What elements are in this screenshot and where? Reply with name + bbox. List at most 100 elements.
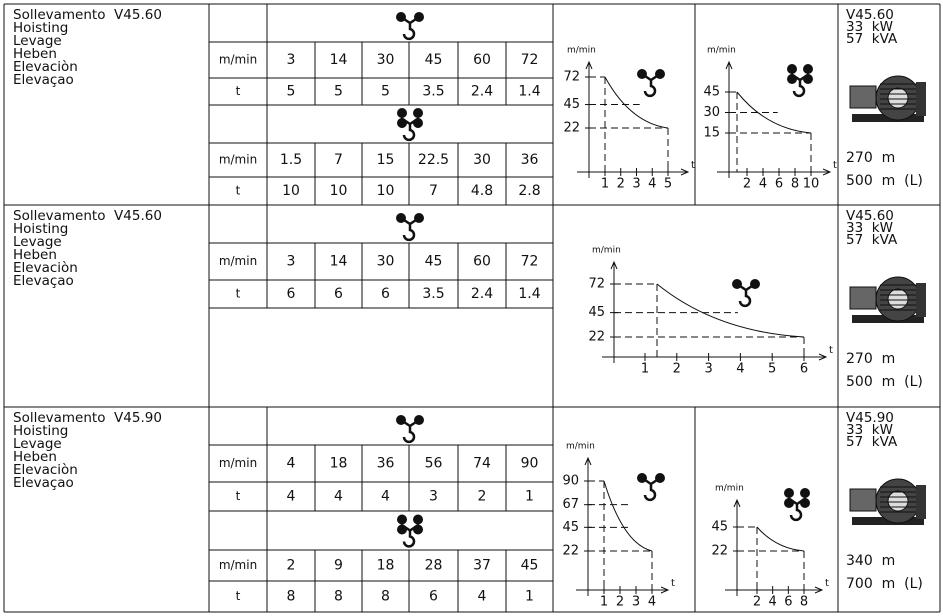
spec-line: 33 kW [846, 422, 893, 438]
axis-arrow [818, 353, 828, 361]
y-tick-label: 45 [562, 520, 579, 535]
hook [790, 72, 810, 98]
x-unit: t [671, 578, 675, 589]
x-tick-label: 8 [791, 177, 799, 192]
speed-value: 45 [425, 52, 443, 68]
product-name: Heben [13, 46, 57, 62]
hook [400, 523, 420, 548]
speed-value: 30 [377, 52, 395, 68]
load-label: t [236, 287, 241, 301]
speed-value: 30 [377, 254, 395, 270]
load-value: 10 [330, 183, 348, 199]
speed-value: 14 [330, 52, 348, 68]
axis-arrow [610, 260, 618, 270]
y-unit: m/min [715, 484, 744, 494]
single-hook-icon [396, 415, 424, 444]
performance-curve [603, 480, 653, 552]
double-hook-icon [397, 514, 423, 548]
speed-value: 90 [521, 456, 539, 472]
winch-motor [849, 488, 877, 512]
x-tick-label: 3 [632, 177, 640, 192]
rope-length: 500 m (L) [846, 374, 923, 390]
x-tick-label: 6 [784, 595, 792, 610]
spec-line: 57 kVA [846, 232, 898, 248]
winch-drum-hub [887, 490, 909, 512]
x-tick-label: 6 [800, 362, 808, 377]
speed-value: 9 [334, 558, 343, 574]
x-unit: t [691, 160, 695, 171]
product-name: Sollevamento V45.60 [13, 208, 162, 224]
load-value: 1.4 [518, 286, 540, 302]
single-hook-icon [396, 213, 424, 242]
spec-line: 33 kW [846, 220, 893, 236]
y-unit: m/min [567, 46, 596, 56]
x-tick-label: 4 [648, 177, 656, 192]
speed-label: m/min [219, 456, 257, 470]
speed-value: 37 [473, 558, 491, 574]
winch-drum-hub [887, 288, 909, 310]
speed-value: 15 [377, 152, 395, 168]
load-value: 6 [334, 286, 343, 302]
load-label: t [236, 489, 241, 503]
speed-value: 14 [330, 254, 348, 270]
spec-line: 33 kW [846, 19, 893, 35]
load-value: 1 [525, 589, 534, 605]
x-tick-label: 2 [617, 177, 625, 192]
winch-image [849, 75, 926, 122]
x-tick-label: 4 [648, 595, 656, 610]
spec-line: V45.60 [846, 7, 894, 23]
load-value: 5 [334, 84, 343, 100]
speed-value: 30 [473, 152, 491, 168]
x-unit: t [833, 160, 837, 171]
speed-value: 3 [287, 52, 296, 68]
double-hook-icon [784, 488, 810, 522]
x-tick-label: 1 [600, 595, 608, 610]
x-tick-label: 5 [768, 362, 776, 377]
rope-length: 270 m [846, 150, 895, 166]
y-tick-label: 30 [703, 105, 720, 120]
speed-value: 74 [473, 456, 491, 472]
winch-frame [916, 283, 926, 317]
x-tick-label: 4 [769, 595, 777, 610]
y-tick-label: 22 [711, 544, 728, 559]
hook [641, 72, 661, 98]
x-unit: t [825, 578, 829, 589]
y-tick-label: 72 [563, 70, 580, 85]
spec-line: 57 kVA [846, 31, 898, 47]
load-value: 1 [525, 489, 534, 505]
x-tick-label: 2 [753, 595, 761, 610]
speed-label: m/min [219, 53, 257, 67]
product-name: Elevaciòn [13, 260, 78, 276]
x-tick-label: 3 [632, 595, 640, 610]
y-tick-label: 45 [563, 97, 580, 112]
product-name: Elevaçao [13, 72, 74, 88]
sheave [397, 514, 407, 525]
speed-label: m/min [219, 558, 257, 572]
performance-curve [756, 526, 805, 552]
speed-value: 60 [473, 52, 491, 68]
winch-drum-hub [887, 87, 909, 109]
y-tick-label: 22 [588, 330, 605, 345]
y-tick-label: 45 [711, 520, 728, 535]
single-hook-icon [637, 473, 665, 502]
speed-value: 28 [425, 558, 443, 574]
load-value: 3.5 [422, 286, 444, 302]
load-value: 10 [377, 183, 395, 199]
load-value: 8 [287, 589, 296, 605]
x-tick-label: 8 [800, 595, 808, 610]
axis-arrow [585, 60, 593, 70]
product-name: Sollevamento V45.90 [13, 410, 162, 426]
hook [736, 282, 756, 308]
load-label: t [236, 184, 241, 198]
x-tick-label: 2 [616, 595, 624, 610]
product-name: Levage [13, 234, 62, 250]
product-name: Elevaciòn [13, 462, 78, 478]
load-value: 1.4 [518, 84, 540, 100]
x-tick-label: 10 [803, 177, 820, 192]
x-tick-label: 1 [601, 177, 609, 192]
load-value: 6 [287, 286, 296, 302]
load-value: 4.8 [471, 183, 493, 199]
axis-arrow [725, 60, 733, 70]
